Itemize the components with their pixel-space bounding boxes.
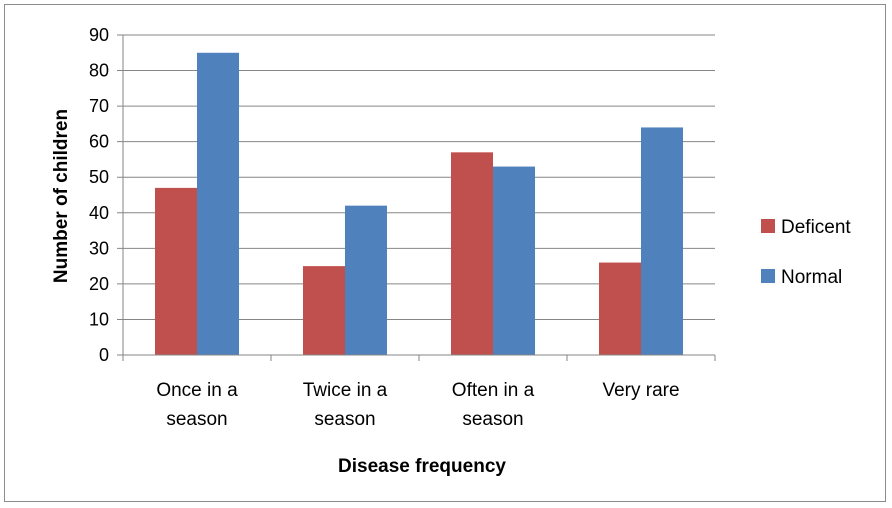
legend-label-normal: Normal: [781, 267, 842, 288]
x-tick-label: Once in a: [156, 380, 238, 401]
y-tick-label: 90: [89, 25, 109, 45]
x-tick-label: season: [462, 409, 523, 430]
y-tick-label: 30: [89, 238, 109, 258]
y-tick-labels: 0 10 20 30 40 50 60 70 80 90: [89, 25, 109, 365]
bar-deficent-0: [155, 187, 197, 355]
bar-deficent-2: [451, 152, 493, 355]
legend-swatch-deficent: [761, 219, 775, 233]
x-tick-label: Very rare: [602, 380, 679, 401]
bar-deficent-3: [599, 262, 641, 355]
bar-normal-2: [493, 166, 535, 355]
chart-frame: [4, 4, 886, 502]
y-tick-label: 80: [89, 61, 109, 81]
x-tick-label: season: [314, 409, 375, 430]
x-axis-title: Disease frequency: [338, 456, 506, 477]
legend: Deficent Normal: [761, 217, 851, 288]
x-tick-label: season: [166, 409, 227, 430]
x-tick-label: Twice in a: [303, 380, 388, 401]
legend-label-deficent: Deficent: [781, 217, 851, 238]
x-tick-labels: Once in a season Twice in a season Often in …: [156, 380, 679, 430]
y-tick-label: 60: [89, 132, 109, 152]
bar-normal-3: [641, 127, 683, 355]
y-tick-label: 0: [99, 345, 109, 365]
axes: [122, 35, 716, 361]
x-tick-label: Often in a: [452, 380, 535, 401]
bar-deficent-1: [303, 266, 345, 355]
bar-normal-1: [345, 205, 387, 355]
bar-normal-0: [197, 52, 239, 356]
bars: [155, 52, 683, 356]
y-tick-label: 10: [89, 309, 109, 329]
legend-swatch-normal: [761, 269, 775, 283]
y-tick-label: 40: [89, 203, 109, 223]
y-axis-title: Number of children: [51, 109, 72, 283]
y-tick-label: 20: [89, 274, 109, 294]
y-tick-label: 70: [89, 96, 109, 116]
y-tick-label: 50: [89, 167, 109, 187]
